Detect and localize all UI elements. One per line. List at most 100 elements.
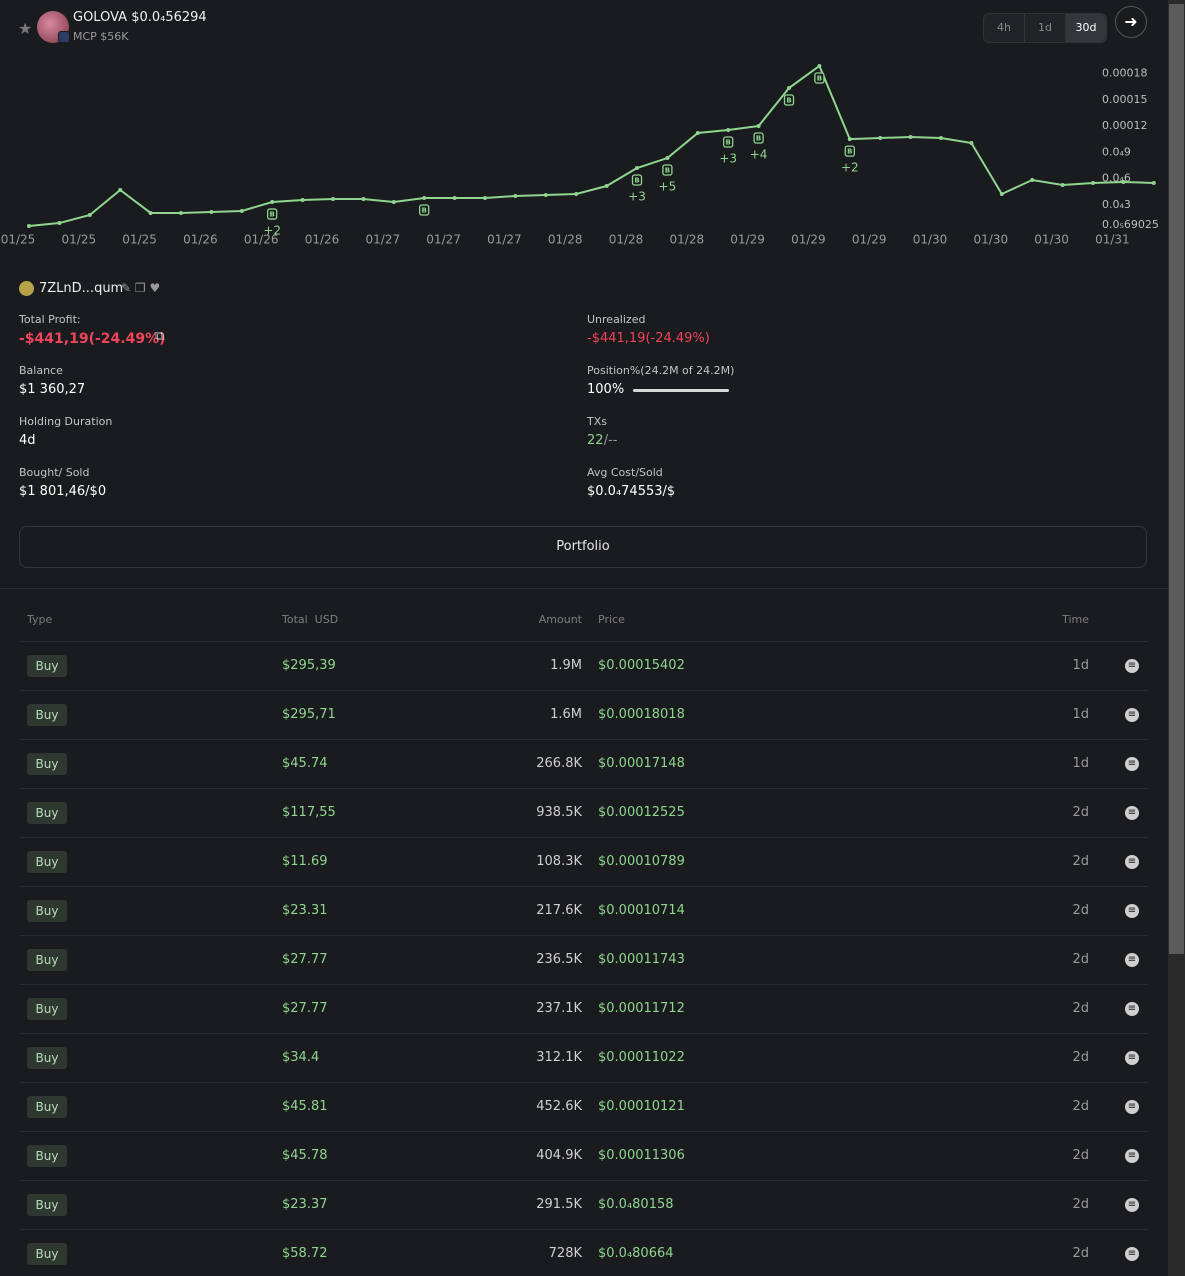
chart: 0.0₅690250.0₄30.0₄60.0₄90.000120.000150.… <box>1 63 1159 247</box>
buy-count: +3 <box>628 190 646 204</box>
price: $0.0₄80664 <box>598 1246 674 1261</box>
type-badge: Buy <box>27 753 67 775</box>
scrollbar-thumb[interactable] <box>1169 4 1184 954</box>
buy-count: +2 <box>841 161 859 175</box>
type-badge: Buy <box>27 1096 67 1118</box>
timeframe-button[interactable]: 4h <box>997 21 1011 34</box>
timeframe-button[interactable]: 30d <box>1065 14 1106 42</box>
price-point <box>300 198 305 203</box>
row-menu-icon[interactable]: ≡ <box>1125 806 1139 820</box>
price-point <box>665 156 670 161</box>
position-bar <box>633 389 729 392</box>
time: 1d <box>1072 707 1089 722</box>
price-point <box>452 196 457 201</box>
total-usd: $23.37 <box>282 1197 328 1212</box>
amount: 108.3K <box>536 854 582 869</box>
row-menu-icon[interactable]: ≡ <box>1125 757 1139 771</box>
x-tick-label: 01/25 <box>122 233 157 247</box>
row-menu-icon[interactable]: ≡ <box>1125 1002 1139 1016</box>
y-tick-label: 0.0₄3 <box>1102 198 1131 211</box>
total-usd: $27.77 <box>282 952 328 967</box>
stat-value: 22 <box>587 433 604 448</box>
buy-marker-icon <box>662 164 673 176</box>
column-header: Type <box>27 613 53 626</box>
price: $0.00012525 <box>598 805 685 820</box>
total-usd: $295,39 <box>282 658 336 673</box>
buy-marker-icon <box>783 94 795 106</box>
type-badge: Buy <box>27 1194 67 1216</box>
total-usd: $45.74 <box>282 756 328 771</box>
type-badge: Buy <box>27 1145 67 1167</box>
external-link-icon[interactable]: ⧉ <box>155 329 165 344</box>
price: $0.00011022 <box>598 1050 685 1065</box>
stat-value: $1 801,46/$0 <box>19 484 107 499</box>
price-point <box>148 210 153 215</box>
total-usd: $45.78 <box>282 1148 328 1163</box>
timeframe-button[interactable]: 1d <box>1024 14 1065 42</box>
total-usd: $23.31 <box>282 903 328 918</box>
stat-value: $0.0₄74553/$ <box>587 484 676 499</box>
buy-marker: B <box>756 135 761 143</box>
wallet-actions[interactable]: ✎ ❐ ♥ <box>121 281 161 295</box>
buy-count: +2 <box>263 224 281 238</box>
amount: 452.6K <box>536 1099 582 1114</box>
price-point <box>908 135 913 140</box>
time: 2d <box>1072 1099 1089 1114</box>
price: $0.00010789 <box>598 854 685 869</box>
total-usd: $27.77 <box>282 1001 328 1016</box>
price-point <box>969 140 974 145</box>
price: $0.00010714 <box>598 903 685 918</box>
total-usd: $295,71 <box>282 707 336 722</box>
amount: 728K <box>548 1246 582 1261</box>
row-menu-icon[interactable]: ≡ <box>1125 659 1139 673</box>
column-header[interactable]: Price <box>598 613 625 626</box>
amount: 236.5K <box>536 952 582 967</box>
price-point <box>483 196 487 201</box>
type-badge: Buy <box>27 998 67 1020</box>
row-menu-icon[interactable]: ≡ <box>1125 1247 1139 1261</box>
row-menu-icon[interactable]: ≡ <box>1125 953 1139 967</box>
price-point <box>1060 182 1065 187</box>
price-point <box>939 135 943 140</box>
stat-value: 100% <box>587 382 625 397</box>
buy-marker: B <box>786 97 791 105</box>
row-divider <box>19 739 1148 740</box>
price-point <box>1151 180 1156 185</box>
row-menu-icon[interactable]: ≡ <box>1125 855 1139 869</box>
buy-marker-icon <box>814 72 825 84</box>
price-point <box>239 208 244 213</box>
price-line <box>28 64 1154 228</box>
price: $0.00011743 <box>598 952 685 967</box>
buy-marker-icon <box>753 132 764 144</box>
x-tick-label: 01/30 <box>913 233 948 247</box>
stat-value: -$441,19(-24.49%) <box>19 331 166 347</box>
x-tick-label: 01/26 <box>244 233 279 247</box>
x-tick-label: 01/27 <box>426 233 461 247</box>
amount: 217.6K <box>536 903 582 918</box>
price-point <box>1091 180 1095 185</box>
stat-value: $1 360,27 <box>19 382 86 397</box>
row-menu-icon[interactable]: ≡ <box>1125 1051 1139 1065</box>
x-tick-label: 01/25 <box>62 233 97 247</box>
arrow-button[interactable]: ➜ <box>1115 6 1147 38</box>
type-badge: Buy <box>27 851 67 873</box>
price: $0.0₄80158 <box>598 1197 674 1212</box>
row-menu-icon[interactable]: ≡ <box>1125 1100 1139 1114</box>
row-menu-icon[interactable]: ≡ <box>1125 904 1139 918</box>
divider <box>0 588 1168 589</box>
row-menu-icon[interactable]: ≡ <box>1125 1198 1139 1212</box>
price-point <box>787 86 791 91</box>
token-title: GOLOVA $0.0₄56294 <box>73 10 207 25</box>
stat-label: Balance <box>19 364 63 377</box>
row-menu-icon[interactable]: ≡ <box>1125 708 1139 722</box>
price-point <box>391 200 396 205</box>
star-icon[interactable]: ★ <box>18 19 33 38</box>
buy-marker-icon <box>419 204 430 216</box>
wallet-address[interactable]: 7ZLnD...qum <box>39 281 124 296</box>
row-menu-icon[interactable]: ≡ <box>1125 1149 1139 1163</box>
time: 2d <box>1072 1050 1089 1065</box>
price-point <box>604 184 609 189</box>
stat-value: 4d <box>19 433 36 448</box>
portfolio-button[interactable]: Portfolio <box>19 526 1147 568</box>
amount: 404.9K <box>536 1148 582 1163</box>
